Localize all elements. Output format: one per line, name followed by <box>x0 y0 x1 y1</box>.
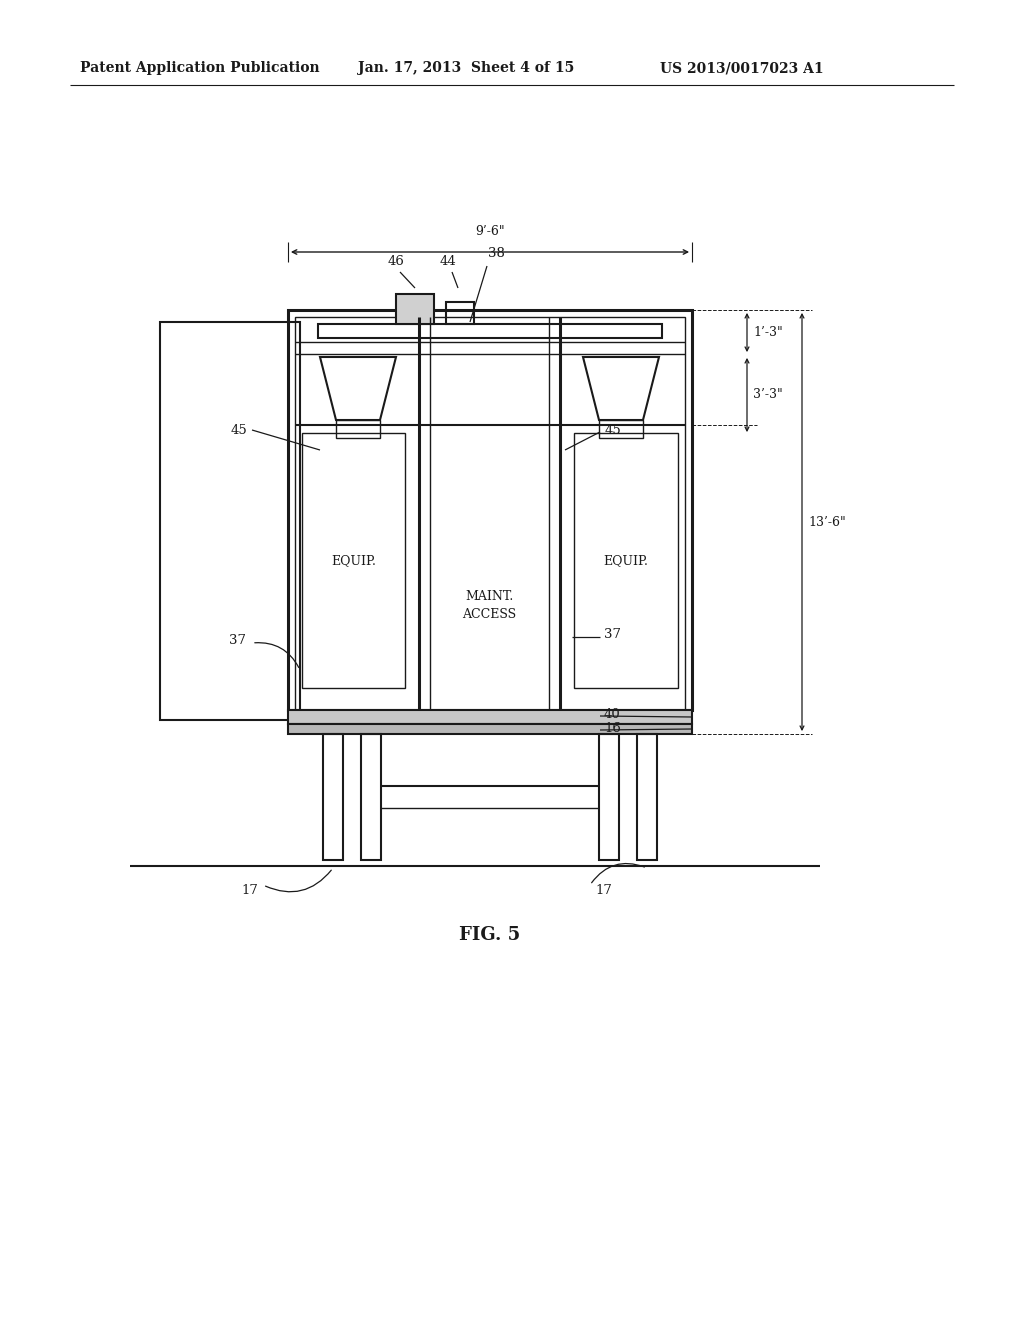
Text: 46: 46 <box>387 255 404 268</box>
Bar <box>574 433 678 688</box>
Text: 37: 37 <box>604 628 621 642</box>
Bar <box>336 420 380 438</box>
Text: 38: 38 <box>488 247 505 260</box>
Bar <box>302 433 406 688</box>
Bar <box>160 322 300 719</box>
Bar <box>396 294 434 323</box>
Text: 16: 16 <box>604 722 621 734</box>
Bar <box>288 723 692 734</box>
Bar <box>288 310 692 710</box>
Bar <box>323 734 343 861</box>
Text: 45: 45 <box>605 424 622 437</box>
Bar <box>295 317 685 710</box>
Text: 9’-6": 9’-6" <box>475 224 505 238</box>
Bar <box>288 710 692 723</box>
Text: 17: 17 <box>241 883 258 896</box>
Text: Jan. 17, 2013  Sheet 4 of 15: Jan. 17, 2013 Sheet 4 of 15 <box>358 61 574 75</box>
Bar <box>599 734 618 861</box>
Bar <box>318 323 662 338</box>
Bar <box>446 302 474 323</box>
Text: 3’-3": 3’-3" <box>753 388 782 401</box>
Text: 45: 45 <box>230 424 247 437</box>
Text: MAINT.
ACCESS: MAINT. ACCESS <box>463 590 516 620</box>
Text: 40: 40 <box>604 708 621 721</box>
Text: FIG. 5: FIG. 5 <box>460 927 520 944</box>
Text: 13’-6": 13’-6" <box>808 516 846 528</box>
Text: EQUIP.: EQUIP. <box>603 554 648 568</box>
Bar <box>599 420 643 438</box>
Text: EQUIP.: EQUIP. <box>331 554 376 568</box>
Bar <box>637 734 657 861</box>
Text: 1’-3": 1’-3" <box>753 326 782 339</box>
Text: 17: 17 <box>595 883 612 896</box>
Text: US 2013/0017023 A1: US 2013/0017023 A1 <box>660 61 823 75</box>
Text: 44: 44 <box>439 255 457 268</box>
Text: 37: 37 <box>229 634 246 647</box>
Bar <box>361 734 381 861</box>
Text: Patent Application Publication: Patent Application Publication <box>80 61 319 75</box>
